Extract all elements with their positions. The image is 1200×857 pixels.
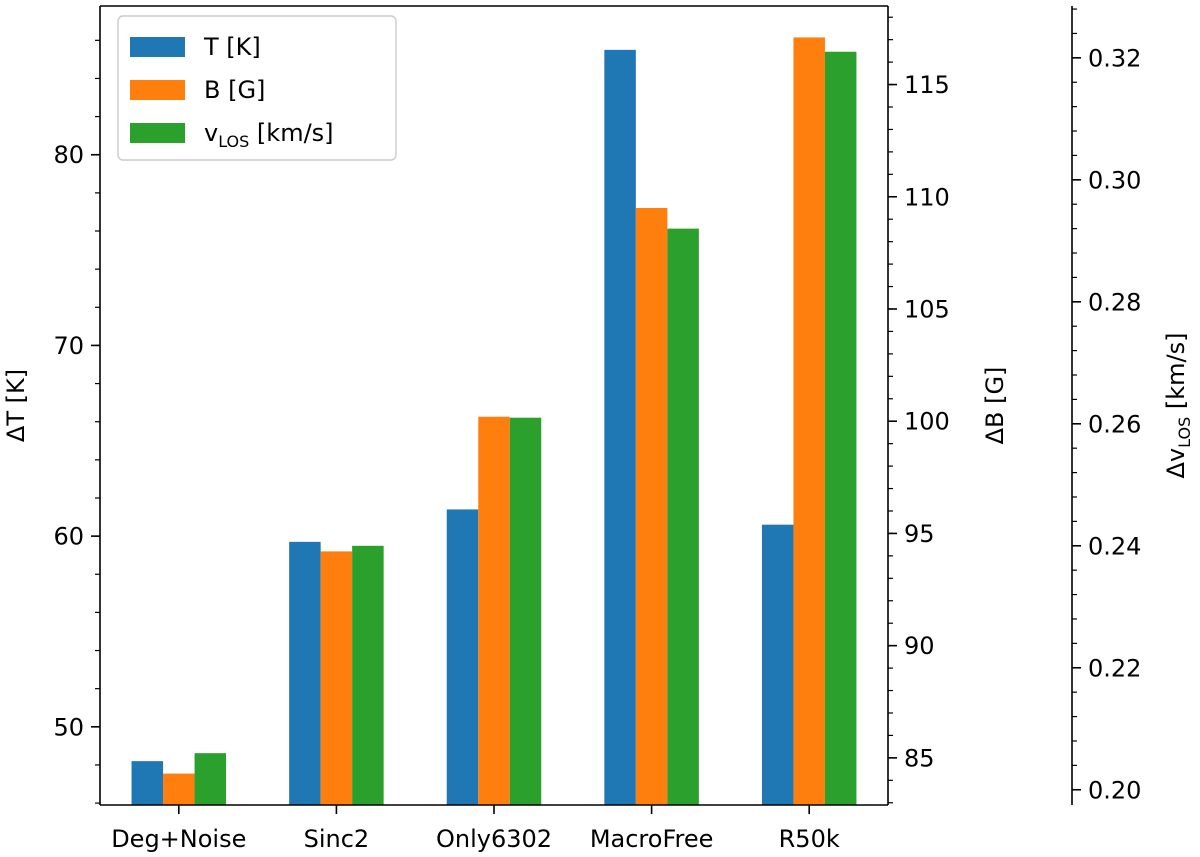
left-axis-label-main: ΔT [K] [2, 369, 30, 442]
right1-tick-label: 105 [904, 295, 950, 323]
x-tick-label: Only6302 [436, 825, 552, 853]
bar-right1-2 [478, 416, 510, 805]
right2-axis-label-tail: [km/s] [1162, 333, 1190, 417]
right-axis-b: 85 90 95 100 105 110 115 ΔB [G] [888, 16, 1009, 804]
bar-left-2 [446, 509, 479, 805]
legend-swatch-right2 [130, 123, 185, 143]
right1-tick-label: 100 [904, 408, 950, 436]
right1-tick-label: 115 [904, 71, 950, 99]
right2-tick-label: 0.30 [1088, 166, 1141, 194]
left-tick-label: 80 [53, 141, 84, 169]
right1-tick-label: 90 [904, 632, 935, 660]
x-tick-label: R50k [779, 825, 840, 853]
legend-swatch-left [130, 37, 185, 57]
bar-right1-3 [635, 207, 668, 805]
bar-left-1 [289, 541, 321, 805]
legend-entry-left: T [K] [203, 33, 261, 61]
legend: T [K] B [G] vLOS [km/s] [117, 15, 397, 161]
legend-entry-tail: [km/s] [249, 119, 333, 147]
right2-tick-label: 0.32 [1088, 44, 1141, 72]
right2-tick-label: 0.26 [1088, 410, 1141, 438]
bar-layer [131, 37, 857, 806]
right2-axis-label-sub: LOS [1175, 417, 1194, 448]
left-tick-label: 70 [53, 332, 84, 360]
bar-right1-0 [163, 773, 195, 805]
bar-right2-0 [194, 753, 227, 805]
legend-entry-right1: B [G] [204, 76, 265, 104]
legend-entry-sub: LOS [218, 132, 249, 151]
legend-swatch-right1 [130, 80, 185, 100]
right1-axis-label-main: ΔB [G] [981, 367, 1009, 445]
right1-tick-label: 110 [904, 183, 950, 211]
right2-tick-label: 0.28 [1088, 288, 1141, 316]
x-tick-label: Sinc2 [304, 825, 370, 853]
legend-entry-main: v [204, 119, 218, 147]
legend-box [117, 15, 397, 161]
right1-tick-label: 85 [904, 744, 935, 772]
legend-entry-main: B [G] [204, 76, 265, 104]
bar-left-4 [761, 524, 794, 805]
bar-right1-4 [793, 37, 825, 806]
x-axis: Deg+Noise Sinc2 Only6302 MacroFree R50k [111, 805, 840, 853]
right2-tick-label: 0.24 [1088, 532, 1141, 560]
right2-tick-label: 0.22 [1088, 654, 1141, 682]
bar-right2-2 [509, 417, 542, 805]
right1-tick-label: 95 [904, 520, 935, 548]
right2-axis-label-main: Δv [1162, 448, 1190, 479]
left-tick-label: 50 [53, 713, 84, 741]
right2-tick-label: 0.20 [1088, 776, 1141, 804]
bar-left-3 [604, 49, 636, 805]
plot-frame [99, 5, 1073, 806]
bar-right2-4 [824, 51, 857, 806]
right-axis-v: 0.20 0.22 0.24 0.26 0.28 0.30 0.32 ΔvLOS [km/s] [1072, 8, 1194, 804]
bar-right2-1 [352, 545, 384, 805]
x-tick-label: MacroFree [590, 825, 714, 853]
right2-axis-label: ΔvLOS [km/s] [1162, 333, 1194, 479]
x-tick-label: Deg+Noise [111, 825, 246, 853]
legend-entry-right2: vLOS [km/s] [204, 119, 334, 151]
bar-right1-1 [320, 551, 353, 805]
legend-entry-main: T [K] [203, 33, 261, 61]
left-axis-label: ΔT [K] [2, 369, 30, 442]
right1-axis-label: ΔB [G] [981, 367, 1009, 445]
left-tick-label: 60 [53, 523, 84, 551]
bar-left-0 [131, 761, 164, 805]
bar-right2-3 [667, 228, 699, 805]
left-axis: 50 60 70 80 ΔT [K] [2, 39, 100, 804]
